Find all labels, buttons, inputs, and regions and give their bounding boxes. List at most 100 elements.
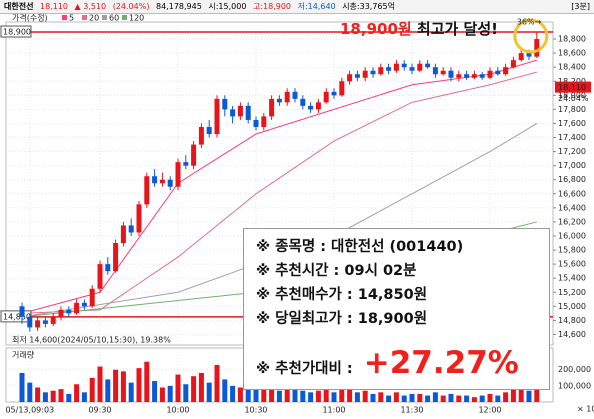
change: ▲ 3,510	[74, 2, 107, 11]
candle-body	[175, 162, 181, 187]
ma-line	[21, 71, 537, 314]
volume-bar	[237, 387, 243, 402]
x-tick-label: 10:30	[244, 406, 267, 415]
volume-bar	[425, 395, 431, 402]
current-label: 18,110	[558, 83, 586, 92]
candle-body	[50, 316, 56, 324]
y-tick-label: 15,200	[558, 288, 586, 297]
info-box: ※ 종목명 : 대한전선 (001440) ※ 추천시간 : 09시 02분 ※ 추…	[243, 228, 550, 390]
legend-label: 60	[109, 14, 119, 23]
volume-bar	[152, 381, 158, 402]
volume-bar	[386, 395, 392, 402]
header: 대한전선 18,110 ▲ 3,510 (24.04%) 84,178,945 …	[0, 0, 594, 14]
stock-name: 대한전선	[4, 2, 34, 11]
highlight-circle	[513, 18, 549, 54]
info-line: ※ 추천가대비 : +27.27%	[256, 343, 549, 383]
volume-bar	[401, 395, 407, 402]
volume-bar	[339, 384, 345, 402]
volume-bar	[456, 395, 462, 402]
volume-bar	[276, 390, 282, 402]
candle-body	[230, 109, 236, 117]
rate: (24.04%)	[112, 2, 150, 11]
volume-bar	[175, 374, 181, 402]
volume-bar	[347, 385, 353, 402]
candle-body	[159, 179, 165, 184]
candle-body	[128, 225, 134, 233]
candle-body	[292, 91, 298, 99]
legend-swatch	[102, 15, 107, 20]
x-tick-label: 11:00	[322, 406, 345, 415]
candle-body	[269, 98, 275, 117]
v-tick-label: 100,000	[558, 381, 591, 390]
info-line: ※ 종목명 : 대한전선 (001440)	[256, 239, 464, 255]
volume-bar	[362, 390, 368, 402]
candle-body	[370, 70, 376, 75]
cap: 시총:33,765억	[342, 2, 395, 11]
volume-bar	[300, 390, 306, 402]
volume-label: 거래량	[12, 350, 35, 360]
x-tick-label: 12:00	[478, 406, 501, 415]
legend-swatch	[62, 15, 67, 20]
volume-bar	[97, 366, 103, 402]
volume-bar	[89, 377, 95, 402]
candle-body	[300, 98, 306, 106]
y-tick-label: 18,400	[558, 63, 586, 72]
volume-bar	[315, 390, 321, 402]
candle-body	[495, 70, 501, 75]
volume-bar	[518, 387, 524, 402]
candle-body	[245, 105, 251, 120]
candle-body	[417, 63, 423, 71]
candle-body	[113, 243, 119, 272]
volume-bar	[464, 395, 470, 402]
v-tick-label: 200,000	[558, 365, 591, 374]
volume-bar	[487, 393, 493, 402]
volume-bar	[409, 393, 415, 402]
volume-bar	[222, 379, 228, 402]
y-tick-label: 16,400	[558, 203, 586, 212]
candle-body	[425, 63, 431, 68]
candle-body	[183, 162, 189, 166]
volume-bar	[245, 384, 251, 402]
current-box	[555, 81, 591, 93]
volume-bar	[105, 379, 111, 402]
y-tick-label: 15,400	[558, 274, 586, 283]
interval[interactable]: [3분]	[571, 2, 590, 11]
legend-label: 20	[89, 14, 99, 23]
volume-bar	[503, 392, 509, 402]
candle-body	[518, 53, 524, 61]
volume-unit: × 10	[577, 405, 594, 414]
candle-body	[471, 74, 477, 78]
ref-label: 14,850	[3, 312, 31, 321]
volume-bar	[393, 392, 399, 402]
y-tick-label: 15,000	[558, 302, 586, 311]
y-tick-label: 16,000	[558, 231, 586, 240]
y-tick-label: 15,600	[558, 260, 586, 269]
candle-body	[510, 60, 516, 68]
volume-bar	[526, 390, 532, 402]
candle-body	[487, 70, 493, 78]
candle-body	[253, 119, 259, 127]
volume-bar	[81, 392, 87, 402]
annotation: 18,900원 최고가 달성!	[340, 18, 498, 39]
current-rate: 24.04%	[558, 94, 589, 103]
y-tick-label: 17,000	[558, 161, 586, 170]
price-legend: 가격(수정)	[12, 13, 48, 23]
volume-bar	[113, 369, 119, 402]
candle-body	[440, 70, 446, 75]
y-tick-label: 18,800	[558, 35, 586, 44]
volume-bar	[479, 395, 485, 402]
legend-label: 5	[69, 14, 74, 23]
y-tick-label: 18,600	[558, 49, 586, 58]
candle-body	[323, 91, 329, 103]
candle-body	[105, 264, 111, 272]
candle-body	[120, 225, 126, 244]
compare-value: +27.27%	[363, 345, 519, 381]
volume-bar	[261, 389, 267, 402]
candle-body	[74, 302, 80, 314]
volume-bar	[58, 389, 64, 402]
volume-bar	[354, 392, 360, 402]
candle-body	[534, 39, 540, 57]
volume-bar	[323, 387, 329, 402]
low: 저:14,640	[297, 2, 336, 11]
